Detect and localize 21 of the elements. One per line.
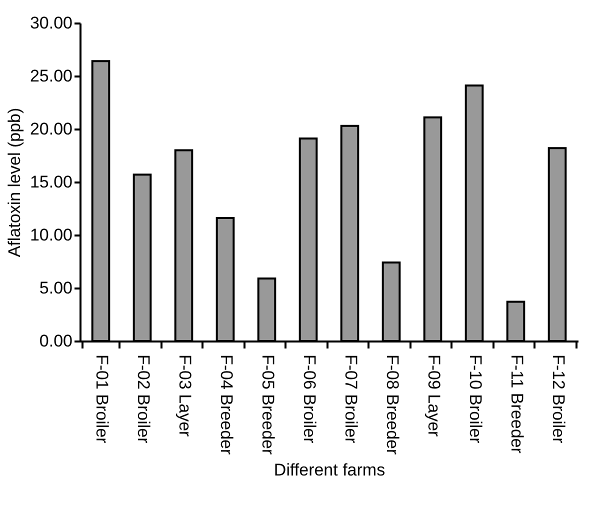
y-tick-label: 25.00 [30,66,72,86]
x-tick-label: F-12 Broiler [548,354,568,444]
y-tick-label: 20.00 [30,120,72,138]
y-axis-title: Aflatoxin level (ppb) [4,108,24,258]
x-tick-label: F-05 Breeder [258,354,278,455]
x-tick-label: F-08 Breeder [382,354,402,455]
x-tick-label: F-06 Broiler [300,354,319,444]
y-tick-label: 30.00 [30,14,72,32]
x-tick-label: F-02 Broiler [134,354,153,444]
x-tick-label: F-07 Broiler [341,354,360,444]
x-axis-title: Different farms [274,460,386,480]
y-tick-label: 0.00 [39,332,72,350]
x-tick-label: F-04 Breeder [216,354,236,455]
y-tick-label: 5.00 [39,278,72,298]
y-tick-label: 10.00 [30,226,72,244]
x-tick-label: F-09 Layer [424,354,444,438]
y-tick-label: 15.00 [30,172,72,192]
x-tick-label: F-01 Broiler [92,354,112,444]
x-tick-label: F-03 Layer [175,354,194,438]
x-tick-label: F-10 Broiler [466,354,485,444]
x-tick-label: F-11 Breeder [507,354,526,454]
